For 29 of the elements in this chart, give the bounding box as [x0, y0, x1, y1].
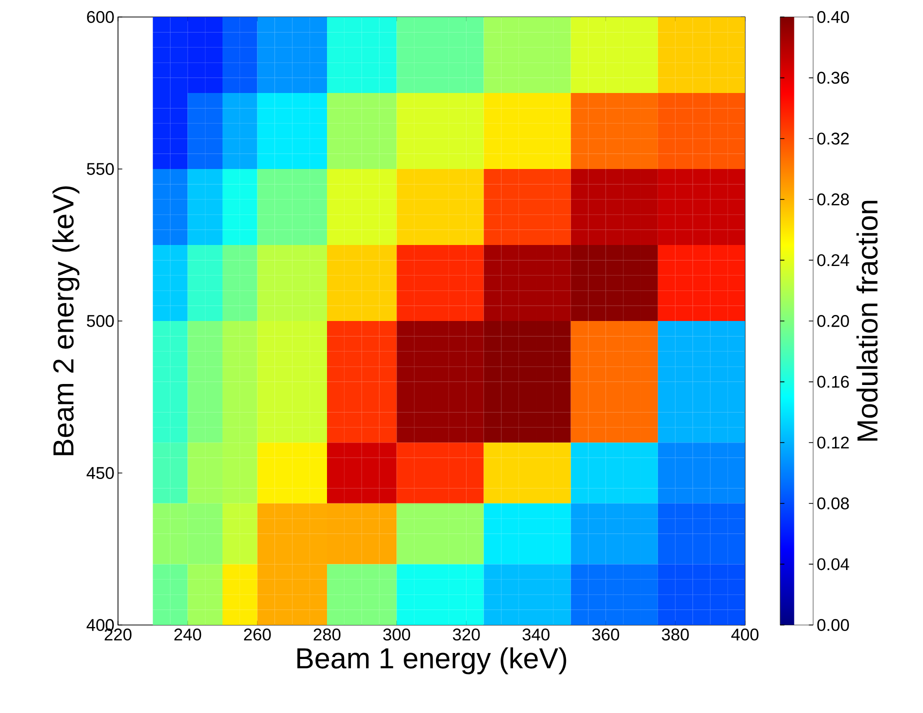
x-tick-label: 380: [662, 628, 689, 641]
x-tick-label: 280: [314, 628, 340, 641]
color-bar-label: 0.32: [817, 132, 849, 145]
x-tick-label: 300: [383, 628, 410, 641]
color-bar-label: 0.28: [817, 193, 849, 206]
x-axis-title: Beam 1 energy (keV): [297, 647, 566, 674]
color-bar-label: 0.04: [817, 558, 850, 570]
color-bar-label: 0.36: [817, 72, 849, 84]
color-bar-label: 0.16: [817, 376, 849, 388]
y-tick-label: 550: [86, 163, 114, 175]
y-tick-label: 450: [86, 467, 114, 479]
x-tick-label: 360: [592, 628, 620, 641]
y-tick-label: 500: [86, 315, 114, 327]
color-bar-label: 0.00: [817, 619, 849, 631]
x-tick-label: 240: [174, 628, 202, 641]
color-bar-label: 0.20: [817, 315, 849, 327]
x-tick-label: 400: [731, 628, 758, 641]
color-bar-label: 0.24: [817, 254, 850, 266]
x-tick-label: 320: [452, 628, 480, 641]
y-tick-label: 600: [87, 10, 114, 23]
y-axis-title: Beam 2 energy (keV): [52, 186, 80, 456]
y-tick-label: 400: [86, 619, 114, 631]
color-bar-label: 0.08: [817, 497, 849, 510]
color-bar-label: 0.12: [817, 436, 849, 449]
x-tick-label: 220: [104, 628, 132, 641]
color-bar-label: 0.40: [817, 10, 849, 23]
color-bar-title: Modulation fraction: [856, 200, 878, 441]
x-tick-label: 340: [522, 628, 550, 641]
x-tick-label: 260: [244, 628, 271, 641]
